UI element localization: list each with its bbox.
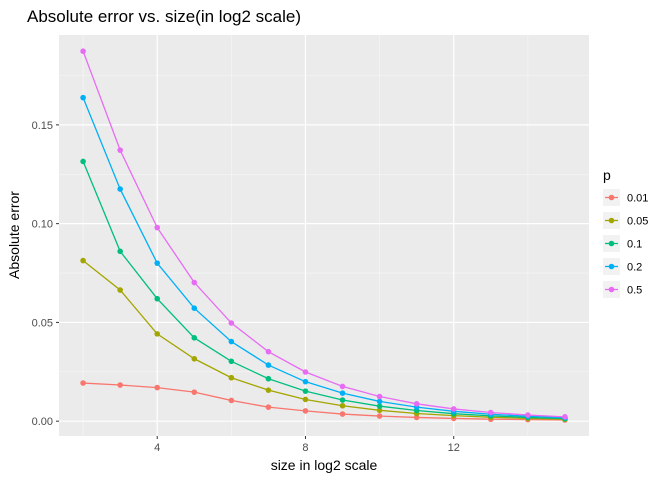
major-grid (59, 35, 589, 436)
data-point-0.01 (302, 408, 309, 414)
data-point-0.2 (376, 398, 383, 405)
data-point-0.1 (228, 358, 235, 365)
data-point-0.1 (339, 397, 346, 403)
data-point-0.1 (376, 403, 383, 409)
data-point-0.5 (487, 409, 494, 416)
data-point-0.1 (265, 375, 272, 382)
series-line-0.01 (83, 382, 565, 421)
data-point-0.2 (302, 378, 309, 385)
data-point-0.5 (339, 383, 346, 390)
x-axis: 4 8 12 (154, 436, 460, 454)
data-point-0.1 (191, 335, 198, 341)
data-point-0.01 (413, 414, 420, 421)
data-point-0.01 (265, 404, 272, 410)
legend: p 0.01 0.05 0.1 0.2 0.5 (603, 167, 648, 298)
series-line-0.1 (82, 161, 565, 420)
legend-items: 0.01 0.05 0.1 0.2 0.5 (603, 189, 648, 298)
series-line-0.05 (82, 260, 565, 420)
legend-label: 0.5 (627, 285, 642, 297)
legend-label: 0.1 (627, 239, 642, 251)
minor-grid (59, 35, 589, 436)
data-point-0.01 (191, 389, 198, 395)
y-tick-label: 0.05 (32, 317, 53, 329)
series-line-0.5 (82, 50, 565, 418)
legend-label: 0.2 (627, 262, 642, 274)
legend-key-point (608, 194, 615, 201)
data-point-0.5 (562, 414, 568, 420)
x-tick-label: 4 (154, 442, 160, 454)
data-point-0.05 (376, 407, 383, 414)
data-point-0.05 (117, 287, 123, 293)
legend-key-point (608, 263, 615, 270)
plot-panel (59, 35, 589, 436)
data-point-0.05 (302, 396, 309, 403)
legend-label: 0.05 (627, 216, 648, 228)
data-point-0.2 (228, 338, 235, 345)
data-point-0.01 (154, 384, 161, 391)
data-point-0.05 (154, 331, 161, 337)
data-point-0.05 (265, 387, 272, 393)
data-point-0.5 (154, 224, 161, 231)
data-point-0.5 (525, 412, 531, 418)
legend-key-point (608, 286, 615, 293)
data-point-0.05 (80, 257, 86, 264)
y-tick-label: 0.00 (32, 416, 53, 428)
y-axis: 0.00 0.05 0.10 0.15 (32, 120, 59, 428)
legend-label: 0.01 (627, 193, 648, 205)
data-point-0.2 (154, 260, 161, 266)
data-point-0.05 (339, 402, 346, 409)
data-point-0.5 (191, 279, 198, 286)
data-point-0.5 (302, 369, 309, 375)
x-tick-label: 12 (448, 442, 460, 454)
data-point-0.1 (117, 248, 123, 255)
data-point-0.5 (80, 48, 86, 54)
legend-key-point (608, 240, 615, 247)
y-tick-label: 0.15 (32, 120, 53, 132)
series-line-0.2 (82, 97, 565, 419)
y-tick-label: 0.10 (32, 219, 53, 231)
data-point-0.5 (376, 393, 383, 400)
data-point-0.5 (450, 406, 457, 412)
data-point-0.1 (80, 158, 86, 165)
data-point-0.01 (339, 411, 346, 417)
legend-key-point (608, 217, 615, 224)
data-point-0.1 (302, 388, 309, 394)
data-point-0.5 (117, 147, 123, 153)
data-point-0.2 (339, 390, 346, 396)
data-point-0.2 (117, 186, 123, 192)
data-point-0.2 (265, 362, 272, 368)
legend-title: p (603, 167, 611, 183)
data-point-0.2 (191, 305, 198, 311)
data-point-0.05 (191, 355, 198, 362)
data-point-0.5 (265, 348, 272, 355)
data-point-0.1 (154, 295, 161, 302)
chart-title: Absolute error vs. size(in log2 scale) (27, 7, 301, 26)
data-point-0.01 (80, 380, 86, 386)
data-point-0.5 (413, 401, 420, 407)
data-point-0.05 (228, 374, 235, 381)
x-tick-label: 8 (302, 442, 308, 454)
data-point-0.5 (228, 320, 235, 326)
x-axis-title: size in log2 scale (271, 457, 378, 473)
data-point-0.2 (80, 94, 86, 101)
data-point-0.01 (117, 382, 123, 388)
y-axis-title: Absolute error (6, 191, 22, 279)
series-layer (80, 48, 568, 423)
data-point-0.01 (228, 397, 235, 404)
data-point-0.01 (376, 413, 383, 419)
